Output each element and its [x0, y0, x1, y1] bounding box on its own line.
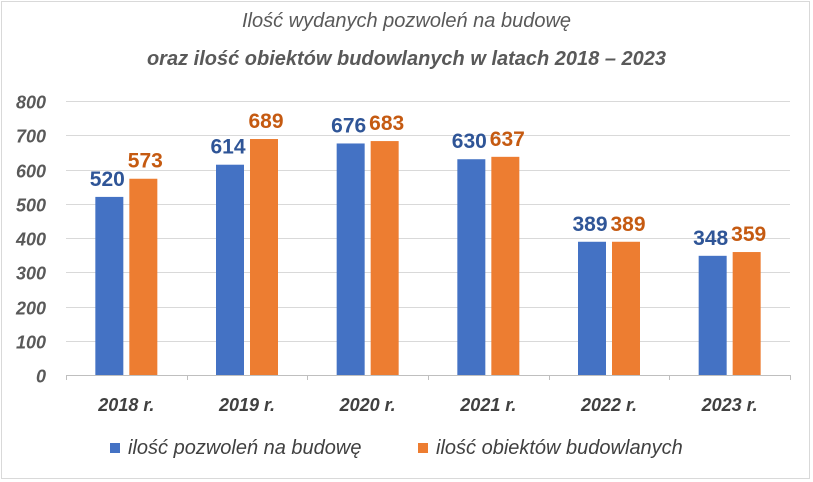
y-tick-label: 700	[16, 127, 46, 147]
legend-item-permits: ilość pozwoleń na budowę	[110, 436, 362, 460]
bar-buildings	[491, 156, 520, 375]
bar-buildings	[250, 139, 278, 375]
bar-buildings	[370, 141, 399, 375]
x-tick-label: 2021 r.	[459, 395, 516, 415]
y-tick-label: 400	[15, 230, 46, 250]
y-tick-label: 500	[16, 196, 46, 216]
bar-permits	[95, 196, 124, 375]
y-tick-label: 200	[15, 299, 46, 319]
data-label-permits: 389	[572, 213, 607, 236]
data-label-permits: 676	[331, 114, 366, 137]
bar-buildings	[612, 241, 640, 375]
data-label-permits: 614	[210, 136, 245, 159]
data-label-permits: 630	[452, 130, 487, 153]
bar-permits	[457, 159, 486, 375]
y-tick-label: 300	[16, 264, 46, 284]
bar-permits	[698, 255, 727, 375]
bar-buildings	[129, 178, 158, 375]
y-tick-label: 800	[16, 93, 46, 113]
x-tick-label: 2019 r.	[218, 395, 275, 415]
data-label-buildings: 573	[128, 150, 163, 173]
legend-label-permits: ilość pozwoleń na budowę	[128, 436, 362, 459]
x-tick-label: 2022 r.	[580, 395, 637, 415]
data-label-buildings: 637	[490, 128, 525, 151]
legend: ilość pozwoleń na budowę ilość obiektów …	[0, 436, 813, 460]
data-label-buildings: 359	[731, 223, 766, 246]
bar-permits	[578, 241, 606, 375]
legend-swatch-buildings	[418, 443, 428, 453]
data-label-permits: 520	[90, 168, 125, 191]
legend-label-buildings: ilość obiektów budowlanych	[436, 436, 683, 459]
chart-title-line-2: oraz ilość obiektów budowlanych w latach…	[146, 48, 667, 70]
bar-buildings	[732, 252, 761, 375]
data-label-buildings: 389	[610, 213, 645, 236]
data-label-buildings: 689	[248, 110, 283, 133]
y-axis: 0 100 200 300 400 500 600 700 800	[15, 93, 46, 387]
bar-permits	[216, 164, 244, 375]
y-tick-label: 0	[36, 367, 46, 387]
gridlines	[66, 101, 790, 376]
data-label-permits: 348	[693, 227, 728, 250]
chart-title-line-1: Ilość wydanych pozwoleń na budowę	[241, 10, 572, 32]
bars	[95, 139, 761, 375]
legend-item-buildings: ilość obiektów budowlanych	[418, 436, 683, 460]
x-tick-label: 2018 r.	[97, 395, 154, 415]
y-tick-label: 600	[16, 162, 46, 182]
y-tick-label: 100	[16, 333, 46, 353]
x-tick-label: 2023 r.	[701, 395, 758, 415]
legend-swatch-permits	[110, 443, 120, 453]
bar-permits	[336, 143, 365, 375]
x-tick-label: 2020 r.	[339, 395, 396, 415]
x-axis: 2018 r. 2019 r. 2020 r. 2021 r. 2022 r. 2023 …	[66, 375, 791, 415]
data-label-buildings: 683	[369, 112, 404, 135]
